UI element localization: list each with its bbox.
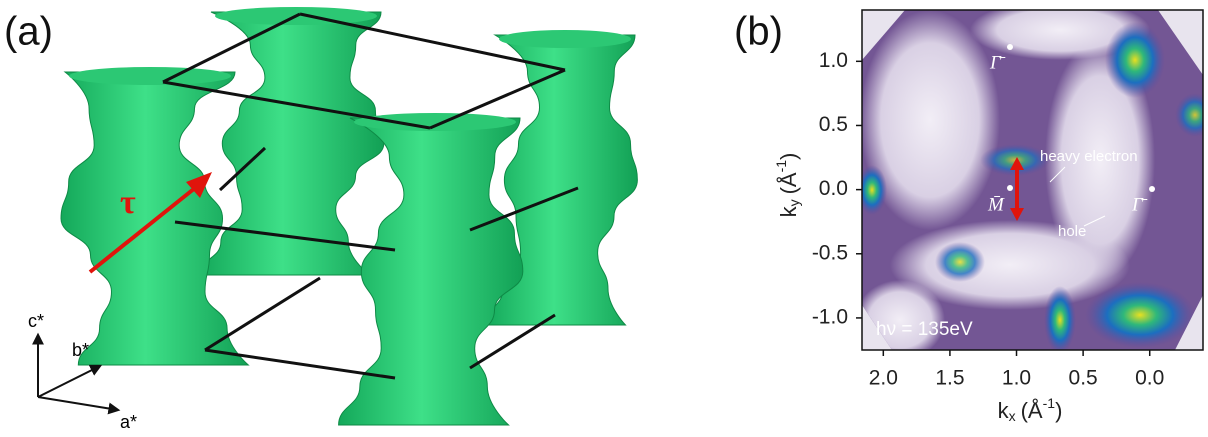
hole-label: hole	[1058, 223, 1086, 240]
sub: y	[786, 199, 802, 206]
exp: -1	[773, 160, 789, 173]
panel-a: (a) τ c* b* a*	[4, 7, 638, 432]
axis-a: a*	[120, 412, 137, 432]
fs-column	[338, 117, 524, 426]
k: k	[776, 205, 801, 217]
close: )	[776, 153, 801, 160]
panel-label: (b)	[734, 10, 783, 54]
k: k	[998, 398, 1010, 423]
x-tick-label: 0.0	[1135, 367, 1164, 390]
heavy-label: heavy electron	[1040, 148, 1138, 165]
y-axis-label: ky (Å-1)	[773, 153, 802, 218]
plot-frame	[861, 9, 1204, 351]
arrowhead	[1010, 157, 1024, 170]
point	[1007, 185, 1013, 191]
y-tick-label: 0.5	[819, 113, 848, 136]
x-axis-label: kx (Å-1)	[998, 395, 1063, 424]
x-tick-label: 1.5	[935, 367, 964, 390]
close: )	[1055, 398, 1062, 423]
sub: x	[1009, 408, 1016, 424]
fermi-surface	[60, 7, 638, 426]
ticks: 2.0 1.5 1.0 0.5 0.0 1.0 0.5 0.0 -0.5 -1.0	[812, 49, 1165, 390]
fs-top	[69, 67, 231, 85]
panel-label: (a)	[4, 10, 53, 54]
unit: (Å	[1021, 398, 1043, 423]
x-tick-label: 2.0	[869, 367, 898, 390]
point	[1149, 186, 1155, 192]
y-tick-label: -0.5	[812, 241, 848, 264]
exp: -1	[1043, 395, 1056, 411]
y-tick-label: 0.0	[819, 177, 848, 200]
arrowhead	[186, 172, 212, 198]
y-tick-label: 1.0	[819, 49, 848, 72]
leader	[1049, 166, 1066, 183]
fs-top	[354, 113, 516, 131]
point	[1007, 44, 1013, 50]
photon-label: hν = 135eV	[876, 319, 973, 340]
m-label: M̄	[987, 194, 1005, 215]
panel-b: (b) Γ̄ M̄ Γ̄ heavy electron hole	[734, 9, 1204, 424]
tau-vector	[88, 178, 207, 274]
tau-label: τ	[120, 184, 136, 221]
unit-cell	[162, 12, 579, 380]
x-tick-label: 0.5	[1069, 367, 1098, 390]
leader	[1083, 215, 1106, 227]
axes-triad	[32, 332, 121, 415]
unit: (Å	[776, 172, 801, 194]
axis-b: b*	[72, 340, 89, 360]
y-tick-label: -1.0	[812, 305, 848, 328]
axis-c: c*	[28, 311, 44, 331]
x-tick-label: 1.0	[1002, 367, 1031, 390]
fs-column	[484, 34, 638, 326]
arpes-map	[862, 10, 1203, 350]
arrowhead	[1010, 208, 1024, 221]
fs-top	[499, 30, 631, 48]
